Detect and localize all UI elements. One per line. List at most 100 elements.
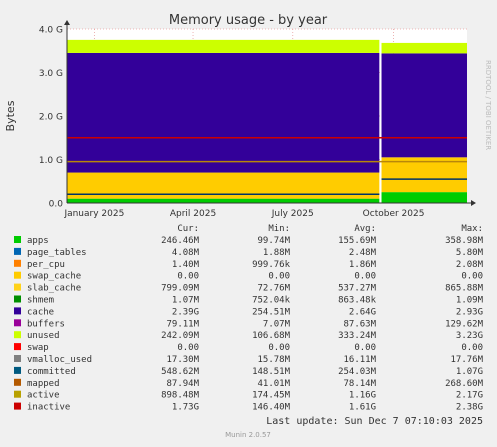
legend-value-cur: 87.94M (166, 379, 199, 389)
legend-swatch-page_tables (14, 247, 21, 255)
legend-value-max: 3.23G (456, 331, 483, 341)
legend-value-cur: 2.39G (172, 307, 199, 317)
legend-value-cur: 898.48M (161, 391, 200, 401)
y-tick-label: 4.0 G (39, 26, 63, 36)
legend-value-max: 358.98M (445, 236, 484, 246)
legend-swatch-committed (14, 366, 21, 374)
legend-value-avg: 0.00 (354, 272, 376, 282)
legend-value-min: 41.01M (257, 379, 290, 389)
x-tick-label: October 2025 (363, 209, 425, 219)
legend-value-cur: 1.40M (172, 260, 200, 270)
legend-value-min: 254.51M (252, 307, 291, 317)
area-apps-late (381, 192, 467, 203)
legend-swatch-shmem (14, 295, 21, 303)
legend-value-avg: 537.27M (338, 284, 377, 294)
legend-swatch-unused (14, 331, 21, 339)
legend-value-cur: 799.09M (161, 284, 200, 294)
legend-name: committed (27, 367, 76, 377)
legend-value-max: 2.17G (456, 391, 483, 401)
legend-name: mapped (27, 379, 60, 389)
area-unused-early (67, 39, 380, 53)
legend-value-max: 2.08M (456, 260, 484, 270)
legend-value-min: 1.88M (263, 248, 291, 258)
legend-swatch-apps (14, 236, 21, 243)
legend-value-min: 15.78M (257, 355, 290, 365)
legend-value-avg: 2.64G (349, 307, 376, 317)
legend-swatch-vmalloc_used (14, 355, 21, 362)
legend-value-max: 0.00 (461, 272, 483, 282)
legend-swatch-cache (14, 307, 21, 315)
legend-value-min: 148.51M (252, 367, 291, 377)
legend-value-avg: 1.16G (349, 391, 376, 401)
legend-value-cur: 246.46M (161, 236, 200, 246)
legend-header-min: Min: (268, 224, 290, 234)
legend-swatch-active (14, 390, 21, 398)
legend-value-avg: 1.61G (349, 403, 376, 413)
legend-value-cur: 0.00 (177, 343, 199, 353)
legend-value-avg: 333.24M (338, 331, 377, 341)
legend-value-min: 174.45M (252, 391, 291, 401)
legend-swatch-per_cpu (14, 259, 21, 267)
area-cache-late (381, 53, 467, 158)
legend-value-max: 1.07G (456, 367, 483, 377)
legend-header-max: Max: (461, 224, 483, 234)
legend-name: shmem (27, 296, 54, 306)
legend-value-avg: 155.69M (338, 236, 377, 246)
legend-name: page_tables (27, 248, 87, 258)
legend-swatch-slab_cache (14, 283, 21, 291)
legend-value-max: 2.38G (456, 403, 483, 413)
legend-name: active (27, 391, 60, 401)
legend-value-avg: 254.03M (338, 367, 377, 377)
legend-value-min: 999.76k (252, 260, 291, 270)
last-update: Last update: Sun Dec 7 07:10:03 2025 (266, 416, 483, 427)
legend-value-cur: 242.09M (161, 331, 200, 341)
y-axis-label: Bytes (4, 100, 17, 131)
legend-value-max: 5.80M (456, 248, 484, 258)
legend-value-max: 0.00 (461, 343, 483, 353)
legend-value-avg: 2.48M (349, 248, 377, 258)
legend-name: buffers (27, 319, 65, 329)
y-tick-label: 3.0 G (39, 69, 63, 79)
legend-name: inactive (27, 403, 70, 413)
legend-value-cur: 17.30M (166, 355, 199, 365)
legend-value-min: 0.00 (268, 343, 290, 353)
legend-name: unused (27, 331, 60, 341)
legend-name: cache (27, 307, 54, 317)
munin-version: Munin 2.0.57 (225, 431, 271, 439)
x-tick-label: April 2025 (170, 209, 216, 219)
legend-value-cur: 548.62M (161, 367, 200, 377)
legend-name: slab_cache (27, 284, 81, 294)
rrdtool-credit: RRDTOOL / TOBI OETIKER (484, 60, 492, 150)
legend-value-cur: 4.08M (172, 248, 200, 258)
x-tick-label: July 2025 (271, 209, 314, 219)
legend-value-max: 268.60M (445, 379, 484, 389)
legend-swatch-inactive (14, 402, 21, 410)
legend-value-min: 72.76M (257, 284, 290, 294)
legend-name: apps (27, 236, 49, 246)
legend-value-max: 17.76M (450, 355, 483, 365)
area-unused-late (381, 42, 467, 54)
legend-value-min: 99.74M (257, 236, 290, 246)
legend-swatch-swap (14, 343, 21, 351)
legend-swatch-buffers (14, 319, 21, 327)
area-apps-early (67, 198, 380, 203)
x-tick-label: January 2025 (63, 209, 124, 219)
legend-value-max: 865.88M (445, 284, 484, 294)
legend-swatch-mapped (14, 378, 21, 386)
y-axis-arrow (64, 20, 70, 25)
legend-value-min: 0.00 (268, 272, 290, 282)
legend-value-min: 752.04k (252, 296, 291, 306)
y-tick-label: 2.0 G (39, 113, 63, 123)
legend-name: swap_cache (27, 272, 81, 282)
legend-value-avg: 16.11M (343, 355, 376, 365)
legend-swatch-swap_cache (14, 271, 21, 279)
legend-value-cur: 1.07M (172, 296, 200, 306)
area-cache-early (67, 52, 380, 173)
y-tick-label: 0.0 (49, 200, 64, 210)
legend-name: per_cpu (27, 260, 65, 270)
x-axis-arrow (471, 200, 476, 206)
legend-value-max: 2.93G (456, 307, 483, 317)
legend-value-avg: 87.63M (343, 319, 376, 329)
legend-name: swap (27, 343, 49, 353)
